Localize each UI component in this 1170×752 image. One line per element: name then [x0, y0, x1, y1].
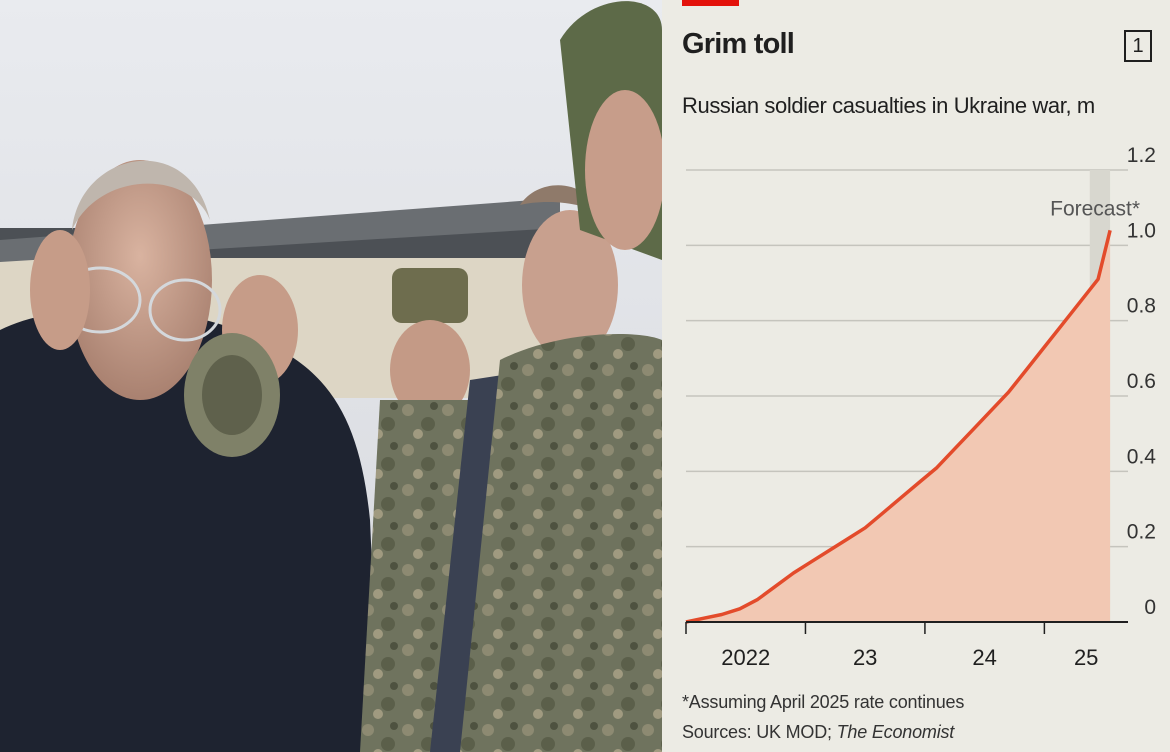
chart-subtitle: Russian soldier casualties in Ukraine wa…: [682, 93, 1095, 118]
photo: [0, 0, 662, 752]
area-chart: 0 0.2 0.4 0.6 0.8 1.0 1.2 2022 23 24 25 Forecast*: [685, 144, 1157, 670]
footnote: *Assuming April 2025 rate continues: [682, 692, 965, 712]
y-tick-label: 0.2: [1127, 521, 1156, 544]
y-tick-label: 0: [1144, 596, 1156, 619]
x-tick-label: 25: [1074, 645, 1098, 670]
y-tick-label: 1.0: [1127, 219, 1156, 242]
photo-illustration: [0, 0, 662, 752]
chart-title: Grim toll: [682, 28, 795, 60]
x-tick-label: 23: [853, 645, 877, 670]
series-line: [685, 229, 1112, 624]
y-tick-label: 1.2: [1127, 144, 1156, 167]
y-tick-label: 0.8: [1127, 295, 1156, 318]
forecast-label: Forecast*: [1050, 198, 1140, 221]
figure-number-badge: 1: [1124, 30, 1152, 62]
y-tick-label: 0.6: [1127, 370, 1156, 393]
sources: Sources: UK MOD; The Economist: [682, 722, 954, 743]
area-fill: [686, 230, 1111, 623]
sources-italic: The Economist: [836, 722, 955, 742]
red-accent-tag: [682, 0, 739, 6]
x-tick-label: 24: [972, 645, 996, 670]
y-tick-label: 0.4: [1127, 445, 1157, 468]
x-tick-label: 2022: [721, 645, 770, 670]
sources-prefix: Sources: UK MOD;: [682, 722, 837, 742]
chart-panel: Grim toll 1 Russian soldier casualties i…: [662, 0, 1170, 752]
